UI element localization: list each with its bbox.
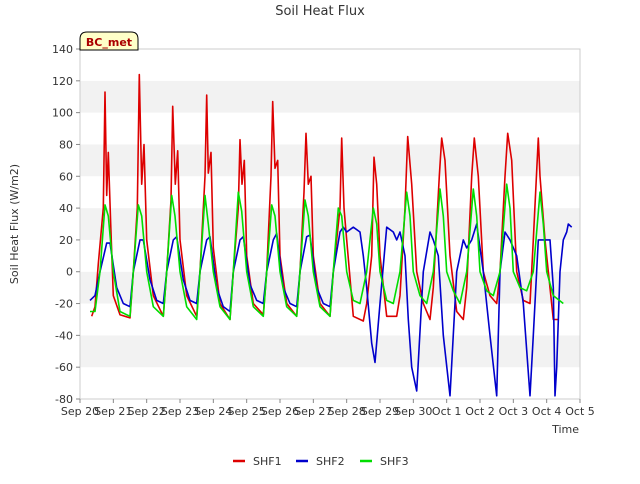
legend-label-shf3: SHF3 [380,455,409,468]
x-tick-label: Oct 3 [499,405,529,418]
x-tick-label: Oct 4 [532,405,562,418]
x-axis-label: Time [551,423,579,436]
station-badge: BC_met [79,31,139,51]
series-line-shf1 [90,73,559,322]
y-tick-label: 40 [59,202,73,215]
legend-label-shf1: SHF1 [253,455,282,468]
grid-bands [80,49,580,399]
series-lines [89,73,573,397]
plot-frame [79,48,581,400]
y-tick-label: 140 [52,43,73,56]
y-tick-label: -40 [55,329,73,342]
x-tick-label: Sep 28 [328,405,366,418]
y-tick-label: 60 [59,170,73,183]
y-tick-label: 80 [59,138,73,151]
chart-title: Soil Heat Flux [275,4,365,19]
grid-band [80,239,580,272]
grid-band [80,112,580,145]
grid-band [80,176,580,209]
series-line-shf3 [90,183,564,321]
y-tick-label: 120 [52,75,73,88]
legend-label-shf2: SHF2 [316,455,345,468]
y-tick-label: -80 [55,393,73,406]
y-tick-label: 20 [59,234,73,247]
x-tick-label: Oct 5 [565,405,595,418]
x-tick-label: Sep 27 [294,405,332,418]
grid-band [80,80,580,113]
y-tick-label: 100 [52,107,73,120]
y-tick-label: 0 [66,266,73,279]
x-tick-label: Sep 24 [194,405,232,418]
y-axis: -80 -60 -40 -20 0 20 40 60 80 100 120 140 [52,43,80,406]
grid-band [80,367,580,399]
grid-band [80,49,580,81]
legend: SHF1 SHF2 SHF3 [233,455,409,468]
grid-band [80,144,580,177]
station-badge-text: BC_met [86,36,132,49]
x-tick-label: Sep 25 [228,405,266,418]
y-tick-label: -20 [55,298,73,311]
grid-band [80,208,580,240]
x-tick-label: Sep 30 [394,405,432,418]
station-badge-box [79,31,139,51]
x-tick-label: Sep 22 [128,405,166,418]
y-axis-label: Soil Heat Flux (W/m2) [8,164,21,284]
x-tick-label: Sep 21 [94,405,132,418]
grid-band [80,335,580,368]
x-tick-label: Oct 2 [465,405,495,418]
y-tick-label: -60 [55,361,73,374]
x-tick-label: Sep 26 [261,405,299,418]
x-tick-label: Sep 29 [361,405,399,418]
x-tick-label: Oct 1 [432,405,462,418]
x-tick-label: Sep 23 [161,405,199,418]
x-tick-label: Sep 20 [61,405,99,418]
